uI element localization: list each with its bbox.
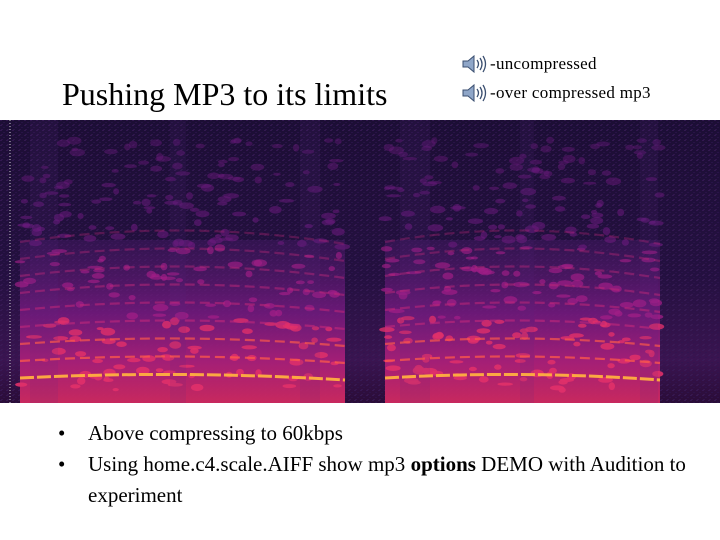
bullet-text: Above compressing to 60kbps bbox=[88, 421, 343, 445]
bullet-text: Using home.c4.scale.AIFF show mp3 option… bbox=[88, 449, 698, 511]
bullet-item: • Above compressing to 60kbps bbox=[58, 418, 698, 449]
bullet-item: • Using home.c4.scale.AIFF show mp3 opti… bbox=[58, 449, 698, 511]
speaker-icon[interactable] bbox=[460, 53, 490, 75]
spectrogram-image bbox=[0, 120, 720, 403]
bullet-text-prefix: Using home.c4.scale.AIFF show mp3 bbox=[88, 452, 411, 476]
audio-link-label[interactable]: -over compressed mp3 bbox=[490, 83, 651, 102]
bullet-text-suffix: DEMO with Audition to experiment bbox=[88, 452, 686, 507]
bullet-glyph: • bbox=[58, 421, 66, 445]
audio-link-label[interactable]: -uncompressed bbox=[490, 54, 597, 73]
speaker-icon[interactable] bbox=[460, 82, 490, 104]
audio-link-uncompressed[interactable]: -uncompressed bbox=[460, 53, 597, 75]
bullet-list: • Above compressing to 60kbps • Using ho… bbox=[58, 418, 698, 511]
slide-title: Pushing MP3 to its limits bbox=[62, 76, 388, 112]
bullet-glyph: • bbox=[58, 452, 66, 476]
audio-link-over-compressed[interactable]: -over compressed mp3 bbox=[460, 82, 651, 104]
bullet-text-emphasis: options bbox=[410, 452, 476, 476]
